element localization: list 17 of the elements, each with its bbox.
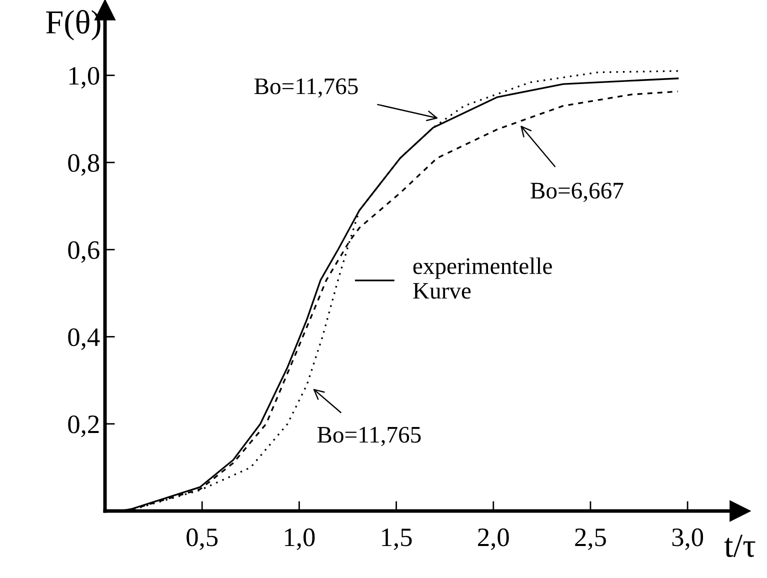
- x-tick-label: 2,0: [478, 528, 509, 550]
- annotation: Bo=11,765: [254, 78, 358, 98]
- legend-label: experimentelle Kurve: [413, 257, 552, 299]
- y-tick-label: 0,6: [68, 241, 100, 263]
- x-tick-label: 3,0: [672, 528, 704, 550]
- x-axis-title: t/τ: [724, 534, 756, 558]
- y-tick-label: 0,8: [68, 154, 100, 176]
- y-tick-label: 0,4: [68, 328, 100, 350]
- annotation: Bo=6,667: [530, 182, 624, 202]
- x-tick-label: 1,5: [382, 528, 412, 550]
- x-tick-label: 1,0: [285, 528, 315, 550]
- y-tick-label: 0,2: [68, 415, 99, 438]
- annotation: Bo=11,765: [317, 426, 421, 446]
- x-tick-label: 2,5: [575, 528, 606, 550]
- x-tick-label: 0,5: [186, 528, 218, 550]
- y-tick-label: 1,0: [69, 66, 100, 89]
- y-axis-title: F(θ): [46, 10, 100, 40]
